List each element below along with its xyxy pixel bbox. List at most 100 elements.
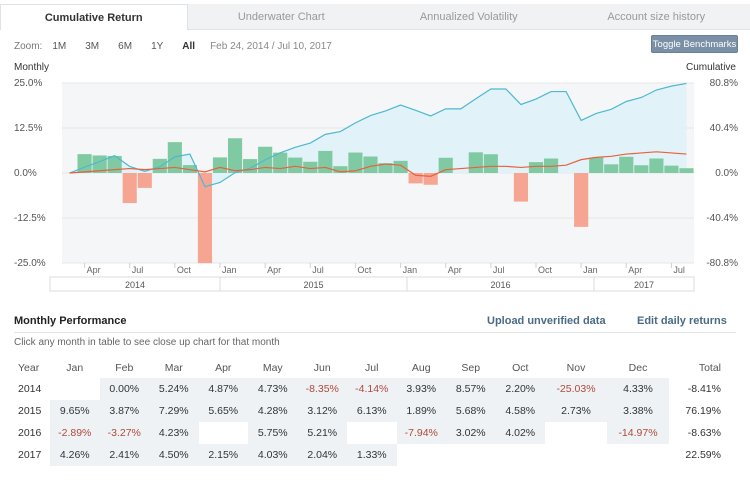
month-cell[interactable]: 4.50% [149,444,199,466]
month-tick-label: Jan [403,265,418,275]
bar [77,154,92,173]
month-cell[interactable]: 3.02% [446,422,496,444]
month-cell [545,422,607,444]
month-tick-label: Apr [628,265,642,275]
table-row: 2016 -2.89% -3.27% 4.23% 5.75% 5.21% -7.94% 3.0… [14,422,725,444]
month-cell[interactable]: 5.21% [297,422,347,444]
month-cell[interactable]: 7.29% [149,400,199,422]
right-axis-title: Cumulative [685,62,736,73]
bar [589,157,604,173]
bar [468,152,483,173]
month-cell[interactable]: -4.14% [347,378,397,400]
toggle-benchmarks-button[interactable]: Toggle Benchmarks [651,35,738,53]
bar [363,156,378,173]
column-header: Jan [66,362,84,374]
month-cell[interactable]: 2.04% [297,444,347,466]
bar [649,158,664,173]
month-cell[interactable]: 1.89% [396,400,446,422]
month-cell [495,444,545,466]
month-cell[interactable]: 3.93% [396,378,446,400]
zoom-1y-button[interactable]: 1Y [151,40,164,52]
cumulative-area [69,83,687,187]
edit-daily-returns-link[interactable]: Edit daily returns [637,315,727,327]
month-cell[interactable]: 5.24% [149,378,199,400]
column-header: Sep [461,362,481,374]
month-cell[interactable]: -25.03% [545,378,607,400]
month-cell[interactable]: 4.87% [198,378,248,400]
zoom-controls: Zoom: 1M 3M 6M 1Y All Feb 24, 2014 / Jul… [14,38,332,54]
month-cell [545,444,607,466]
benchmark-line [69,151,687,177]
month-cell[interactable]: 2.20% [495,378,545,400]
month-cell[interactable]: 4.73% [248,378,298,400]
monthly-performance-title: Monthly Performance [14,315,127,327]
month-cell[interactable]: 6.13% [347,400,397,422]
year-label: 2014 [125,280,145,290]
tab-cumulative-return[interactable]: Cumulative Return [0,4,188,30]
month-cell[interactable]: 4.03% [248,444,298,466]
bar [679,168,694,173]
bar [122,173,137,204]
table-header-row: Year Jan Feb Mar Apr May Jun Jul Aug Sep Oct Nov Dec… [14,358,725,378]
tab-bar: Cumulative Return Underwater Chart Annua… [0,4,750,30]
bar [318,150,333,173]
right-tick-label: -80.8% [706,258,738,269]
month-tick-label: Jul [493,265,505,275]
column-header: Feb [115,362,134,374]
month-cell[interactable]: 5.75% [248,422,298,444]
year-cell: 2017 [18,449,42,461]
zoom-6m-button[interactable]: 6M [118,40,133,52]
upload-unverified-data-link[interactable]: Upload unverified data [487,315,606,327]
month-cell[interactable]: 2.15% [198,444,248,466]
tab-underwater-chart[interactable]: Underwater Chart [187,4,375,30]
bar [167,142,182,173]
year-axis-band [49,276,695,292]
month-cell[interactable]: 5.68% [446,400,496,422]
month-tick-label: Jul [132,265,144,275]
bar [574,173,589,227]
right-tick-label: -40.4% [706,213,738,224]
month-cell[interactable]: -8.35% [297,378,347,400]
bar [182,165,197,173]
month-cell[interactable]: -2.89% [50,422,100,444]
column-header: Total [698,362,721,374]
month-cell[interactable]: 9.65% [50,400,100,422]
column-header: Year [18,362,40,374]
left-tick-label: 0.0% [14,168,37,179]
month-cell[interactable]: 2.73% [545,400,607,422]
month-cell[interactable]: -14.97% [607,422,669,444]
zoom-3m-button[interactable]: 3M [85,40,100,52]
month-cell[interactable]: 4.58% [495,400,545,422]
month-cell[interactable]: 2.41% [99,444,149,466]
month-cell[interactable]: 4.23% [149,422,199,444]
zoom-1m-button[interactable]: 1M [52,40,67,52]
bar [423,173,438,185]
year-cell: 2016 [18,427,42,439]
month-cell [446,444,496,466]
month-cell[interactable]: 3.38% [607,400,669,422]
month-cell[interactable]: -7.94% [396,422,446,444]
bar [288,157,303,173]
month-tick-label: Jan [222,265,237,275]
month-cell[interactable]: 4.33% [607,378,669,400]
tab-annualized-volatility[interactable]: Annualized Volatility [375,4,563,30]
bar [528,162,544,173]
tab-account-size-history[interactable]: Account size history [562,4,750,30]
month-cell[interactable]: 3.12% [297,400,347,422]
right-tick-label: 80.8% [710,78,738,89]
bar [348,152,363,173]
month-cell[interactable]: 8.57% [446,378,496,400]
bar [664,165,679,173]
zoom-all-button[interactable]: All [182,40,196,52]
month-cell[interactable]: 1.33% [347,444,397,466]
month-cell [607,444,669,466]
month-cell[interactable]: 3.87% [99,400,149,422]
bar [438,157,453,173]
month-cell[interactable]: 4.02% [495,422,545,444]
month-cell[interactable]: 4.28% [248,400,298,422]
table-hint: Click any month in table to see close up… [14,337,280,348]
month-cell[interactable]: -3.27% [99,422,149,444]
month-cell[interactable]: 4.26% [50,444,100,466]
month-cell[interactable]: 5.65% [198,400,248,422]
month-cell[interactable]: 0.00% [99,378,149,400]
